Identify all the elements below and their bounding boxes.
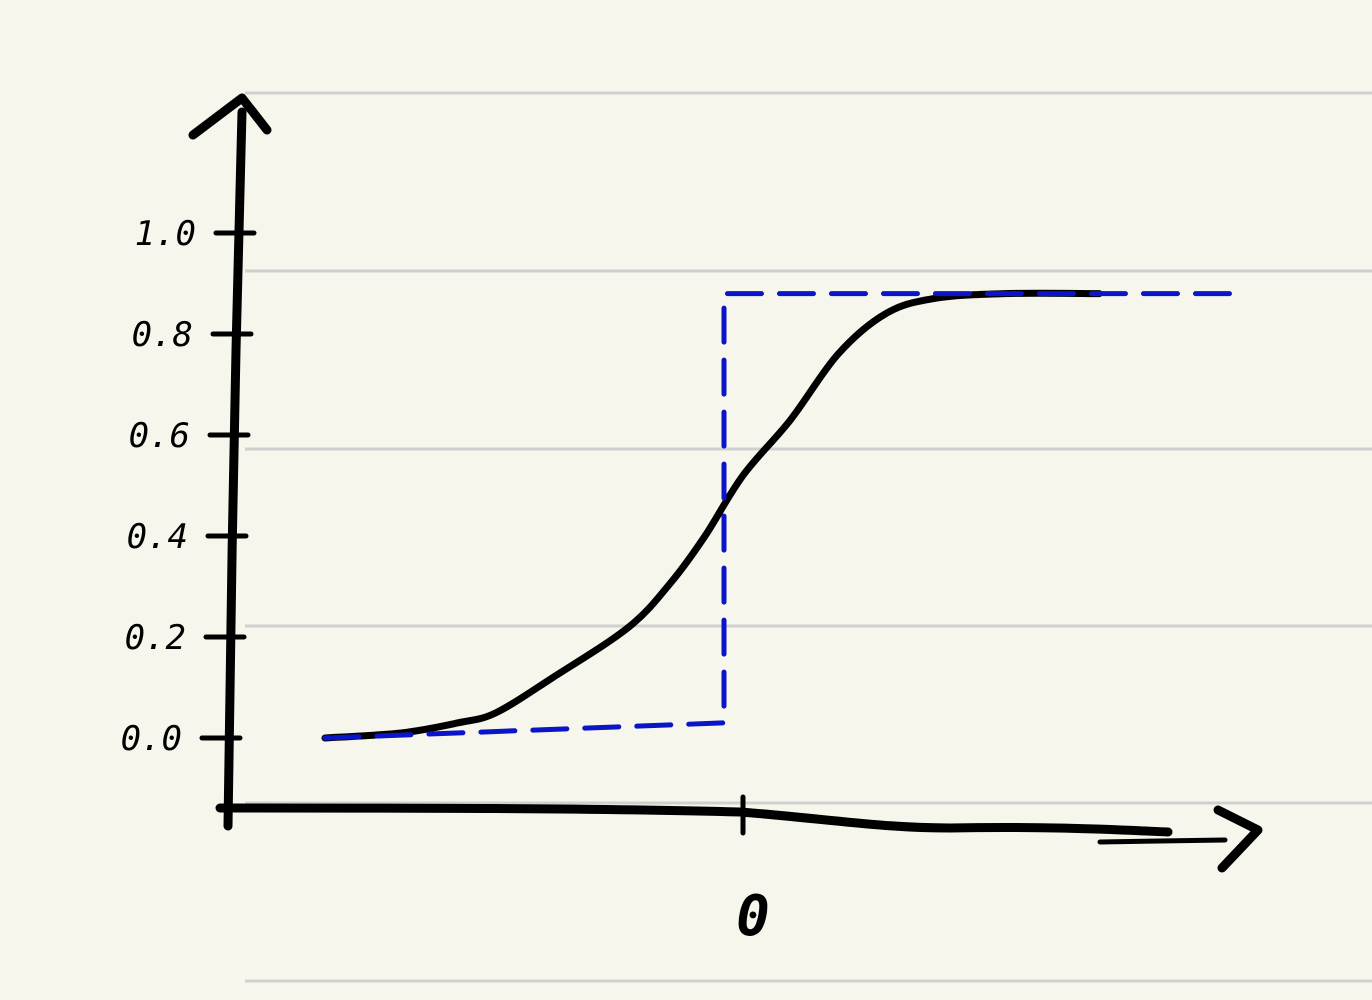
series-line-smooth [321, 289, 1103, 742]
y-tick-label: 0.6 [129, 416, 190, 456]
y-axis-line [223, 107, 247, 831]
x-ticks: 0 [736, 794, 770, 949]
y-tick-label: 1.0 [135, 214, 196, 254]
y-ticks: 0.0 0.2 0.4 0.6 0.8 1.0 [121, 214, 257, 759]
y-tick-label: 0.0 [121, 719, 182, 759]
series-line-step-dashed [322, 291, 1240, 741]
y-axis-arrowhead [188, 93, 272, 140]
notebook-ruled-lines [245, 91, 1372, 983]
x-axis-line [215, 803, 1173, 837]
x-axis [215, 803, 1263, 873]
y-tick-label: 0.4 [127, 517, 188, 557]
y-tick-label: 0.8 [132, 315, 193, 355]
series-layer [321, 289, 1240, 742]
x-tick-label: 0 [736, 884, 770, 949]
x-axis-arrow-stem [1097, 837, 1228, 845]
y-tick-label: 0.2 [125, 618, 186, 658]
y-axis [188, 93, 272, 831]
x-axis-arrowhead [1213, 805, 1263, 873]
